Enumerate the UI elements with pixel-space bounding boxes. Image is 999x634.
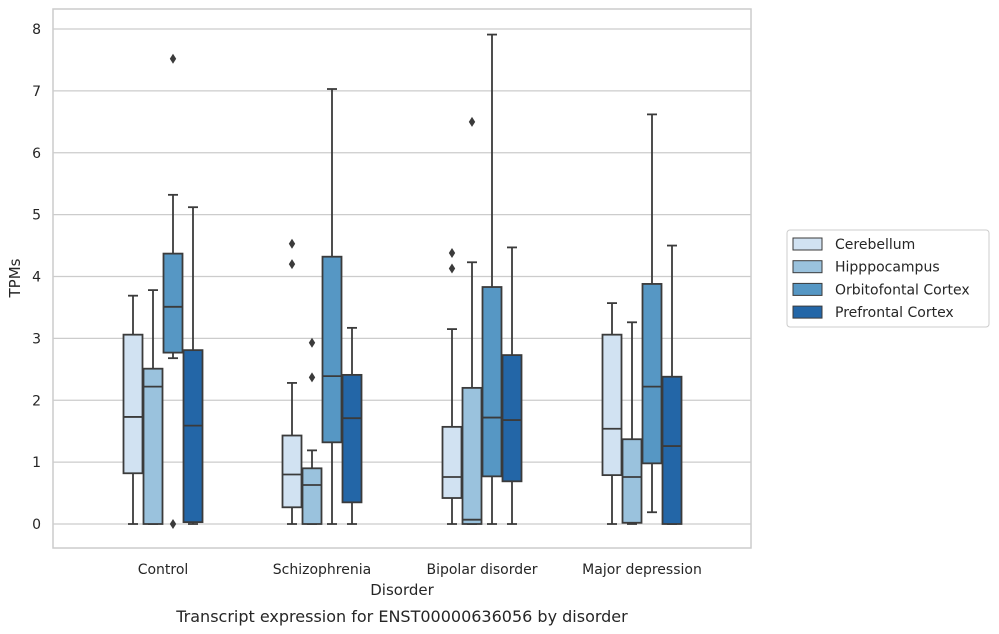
box-orbitofontal-cortex bbox=[641, 113, 663, 514]
outlier-point bbox=[448, 247, 456, 258]
iqr-box bbox=[162, 252, 184, 354]
iqr-box bbox=[621, 438, 643, 524]
legend-swatch bbox=[792, 305, 823, 319]
iqr-box bbox=[182, 349, 204, 524]
iqr-box bbox=[281, 434, 303, 509]
box-hipppocampus bbox=[301, 337, 323, 525]
y-tick-label: 8 bbox=[32, 22, 41, 38]
box-hipppocampus bbox=[461, 116, 483, 525]
y-tick-label: 0 bbox=[32, 517, 41, 533]
box-orbitofontal-cortex bbox=[321, 88, 343, 525]
plot-frame bbox=[52, 8, 752, 549]
iqr-box bbox=[501, 354, 523, 483]
iqr-box bbox=[641, 283, 663, 465]
y-tick-label: 4 bbox=[32, 270, 41, 286]
y-tick-label: 1 bbox=[32, 455, 41, 471]
box-prefrontal-cortex bbox=[182, 206, 204, 525]
chart-caption: Transcript expression for ENST0000063605… bbox=[175, 607, 628, 626]
outlier-point bbox=[448, 263, 456, 274]
iqr-box bbox=[341, 373, 363, 504]
legend-label: Prefrontal Cortex bbox=[835, 305, 954, 321]
legend: Cerebellum Hipppocampus Orbitofontal Corte… bbox=[786, 229, 990, 328]
iqr-box bbox=[461, 386, 483, 525]
x-tick-label: Control bbox=[138, 562, 189, 578]
x-tick-label: Major depression bbox=[582, 562, 702, 578]
y-axis-title: TPMs bbox=[6, 258, 24, 298]
box-prefrontal-cortex bbox=[341, 326, 363, 525]
outlier-point bbox=[308, 337, 316, 348]
iqr-box bbox=[321, 255, 343, 444]
y-tick-label: 3 bbox=[32, 331, 41, 347]
y-tick-labels: 0 1 2 3 4 5 6 7 8 bbox=[32, 22, 41, 533]
box-cerebellum bbox=[122, 294, 144, 525]
x-tick-labels: Control Schizophrenia Bipolar disorder Majo… bbox=[138, 562, 702, 578]
legend-label: Orbitofontal Cortex bbox=[835, 282, 970, 298]
outlier-point bbox=[288, 259, 296, 270]
iqr-box bbox=[601, 333, 623, 477]
iqr-box bbox=[481, 286, 503, 478]
box-hipppocampus bbox=[142, 289, 164, 525]
box-cerebellum bbox=[601, 302, 623, 525]
y-tick-label: 7 bbox=[32, 84, 41, 100]
legend-label: Hipppocampus bbox=[835, 260, 940, 276]
box-orbitofontal-cortex bbox=[481, 33, 503, 525]
iqr-box bbox=[661, 375, 683, 525]
outlier-point bbox=[169, 53, 177, 64]
box-cerebellum bbox=[281, 238, 303, 525]
iqr-box bbox=[301, 467, 323, 525]
box-orbitofontal-cortex bbox=[162, 53, 184, 529]
legend-swatch bbox=[792, 237, 823, 251]
y-tick-label: 2 bbox=[32, 393, 41, 409]
outlier-point bbox=[308, 372, 316, 383]
outlier-point bbox=[169, 519, 177, 529]
y-tick-label: 5 bbox=[32, 208, 41, 224]
iqr-box bbox=[142, 367, 164, 525]
box-cerebellum bbox=[441, 247, 463, 525]
box-prefrontal-cortex bbox=[661, 244, 683, 525]
outlier-point bbox=[288, 238, 296, 249]
box-prefrontal-cortex bbox=[501, 246, 523, 525]
outlier-point bbox=[468, 116, 476, 127]
legend-swatch bbox=[792, 260, 823, 274]
x-axis-title: Disorder bbox=[370, 581, 434, 599]
legend-label: Cerebellum bbox=[835, 237, 915, 253]
legend-frame bbox=[786, 229, 990, 328]
x-tick-label: Bipolar disorder bbox=[426, 562, 537, 578]
legend-swatch bbox=[792, 282, 823, 296]
iqr-box bbox=[122, 333, 144, 475]
iqr-box bbox=[441, 425, 463, 499]
x-tick-label: Schizophrenia bbox=[273, 562, 371, 578]
y-tick-label: 6 bbox=[32, 146, 41, 162]
box-hipppocampus bbox=[621, 321, 643, 525]
boxes bbox=[122, 33, 683, 529]
